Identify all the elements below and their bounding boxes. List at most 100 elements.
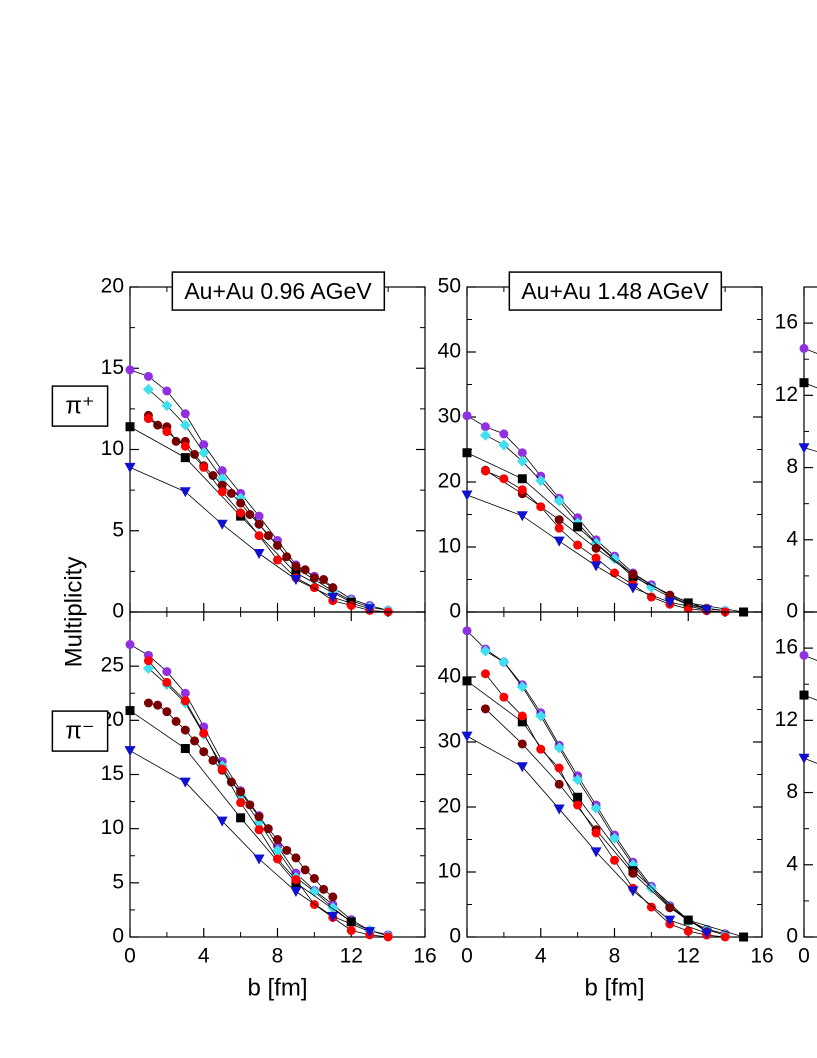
marker <box>190 449 200 459</box>
marker <box>272 844 283 856</box>
x-tick-label: 8 <box>609 945 621 968</box>
marker <box>253 854 265 865</box>
marker <box>462 411 472 421</box>
marker <box>645 882 657 894</box>
marker <box>554 763 564 773</box>
marker <box>273 854 282 864</box>
y-tick-label: 12 <box>775 708 798 731</box>
marker <box>646 592 656 602</box>
marker <box>591 553 601 563</box>
marker <box>199 462 209 472</box>
marker <box>536 744 546 754</box>
marker <box>665 903 675 913</box>
x-tick-label: 0 <box>798 945 810 968</box>
marker <box>216 519 228 530</box>
panel-title: Au+Au 0.96 AGeV <box>184 278 372 304</box>
marker <box>162 427 172 437</box>
marker <box>291 875 301 885</box>
marker <box>273 555 282 565</box>
series-line <box>803 757 817 764</box>
marker <box>516 681 528 693</box>
marker <box>573 800 583 810</box>
marker <box>327 592 339 603</box>
marker <box>480 422 490 432</box>
marker <box>609 553 620 565</box>
marker <box>124 462 136 473</box>
marker <box>226 777 236 787</box>
marker <box>573 540 583 550</box>
marker <box>319 575 329 584</box>
particle-label: π⁻ <box>65 718 94 745</box>
marker <box>254 511 264 521</box>
marker <box>180 744 190 753</box>
x-tick-label: 12 <box>340 945 363 968</box>
marker <box>517 739 527 749</box>
x-axis-label: b [fm] <box>247 974 307 1001</box>
y-tick-label: 10 <box>438 860 461 883</box>
y-tick-label: 0 <box>449 600 461 623</box>
marker <box>162 667 172 677</box>
marker <box>124 746 136 757</box>
marker <box>517 717 527 727</box>
marker <box>254 519 264 529</box>
marker <box>190 736 200 746</box>
marker <box>479 429 491 441</box>
marker <box>798 753 810 764</box>
marker <box>554 515 564 525</box>
marker <box>236 787 246 797</box>
marker <box>300 865 310 875</box>
marker <box>282 552 292 562</box>
marker <box>799 343 809 353</box>
marker <box>162 386 172 396</box>
marker <box>180 409 190 419</box>
marker <box>664 915 676 926</box>
y-tick-label: 0 <box>786 600 798 623</box>
y-tick-label: 15 <box>101 356 124 379</box>
y-tick-label: 12 <box>775 383 798 406</box>
marker <box>236 508 246 518</box>
y-tick-label: 10 <box>101 437 124 460</box>
marker <box>383 932 393 942</box>
marker <box>273 540 282 550</box>
panel-title: Au+Au 1.48 AGeV <box>521 278 709 304</box>
marker <box>553 536 565 547</box>
y-tick-label: 16 <box>775 311 798 334</box>
y-tick-label: 10 <box>438 535 461 558</box>
marker <box>701 605 713 616</box>
y-tick-label: 0 <box>449 925 461 948</box>
marker <box>142 383 154 395</box>
series-line <box>148 668 389 937</box>
marker <box>535 710 547 722</box>
marker <box>683 926 693 936</box>
plot-frame <box>466 611 763 938</box>
y-tick-label: 0 <box>112 600 124 623</box>
marker <box>664 597 676 608</box>
marker <box>346 917 356 927</box>
y-tick-label: 20 <box>438 795 461 818</box>
y-tick-label: 8 <box>786 780 798 803</box>
marker <box>590 802 602 814</box>
marker <box>462 676 472 686</box>
marker <box>309 874 319 883</box>
marker <box>263 824 273 834</box>
x-tick-label: 4 <box>198 945 210 968</box>
marker <box>517 485 527 495</box>
marker <box>179 777 191 788</box>
marker <box>480 704 490 714</box>
marker <box>346 601 356 610</box>
marker <box>180 441 190 451</box>
marker <box>208 471 218 480</box>
marker <box>499 474 509 484</box>
marker <box>236 498 246 508</box>
marker <box>591 828 601 838</box>
x-axis-label: b [fm] <box>584 974 644 1001</box>
marker <box>462 448 472 458</box>
marker <box>199 440 209 450</box>
marker <box>535 475 547 487</box>
y-tick-label: 20 <box>438 470 461 493</box>
marker <box>216 816 228 827</box>
marker <box>142 662 154 674</box>
marker <box>309 583 319 593</box>
marker <box>282 845 292 855</box>
